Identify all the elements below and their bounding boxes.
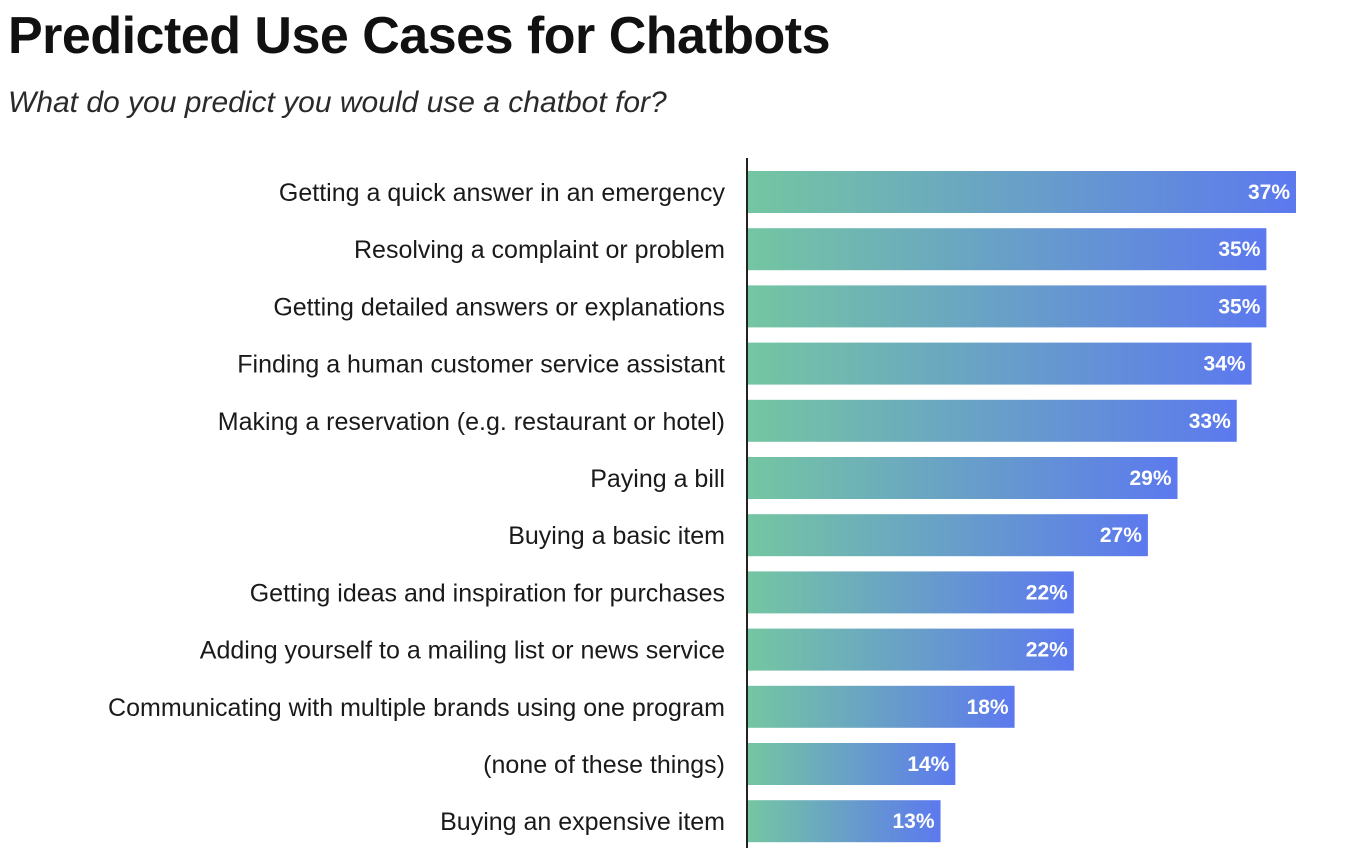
category-label: Finding a human customer service assista… xyxy=(237,351,725,379)
bar xyxy=(748,685,1015,728)
bar-value-label: 22% xyxy=(1026,639,1068,662)
bar-value-label: 29% xyxy=(1129,467,1171,490)
category-label: Adding yourself to a mailing list or new… xyxy=(200,637,725,665)
bar-value-label: 35% xyxy=(1218,238,1260,261)
bar xyxy=(748,743,956,785)
bar xyxy=(748,399,1237,442)
bar xyxy=(748,285,1267,328)
chart-title: Predicted Use Cases for Chatbots xyxy=(8,7,831,65)
bar-value-label: 34% xyxy=(1204,353,1246,376)
category-label: Communicating with multiple brands using… xyxy=(108,694,725,722)
bar-value-label: 22% xyxy=(1026,581,1068,604)
bar-value-label: 33% xyxy=(1189,410,1231,433)
category-label: (none of these things) xyxy=(483,751,725,779)
bar xyxy=(748,514,1148,557)
category-label: Getting ideas and inspiration for purcha… xyxy=(250,579,725,607)
category-label: Getting detailed answers or explanations xyxy=(273,293,725,321)
bar xyxy=(748,228,1267,271)
category-label: Paying a bill xyxy=(590,465,725,493)
bar xyxy=(748,628,1074,671)
bar xyxy=(748,342,1252,385)
bar-value-label: 13% xyxy=(893,810,935,833)
bar-value-label: 35% xyxy=(1218,295,1260,318)
chart-subtitle: What do you predict you would use a chat… xyxy=(8,86,667,119)
bar xyxy=(748,800,941,843)
category-label: Buying a basic item xyxy=(508,522,725,550)
bar-value-label: 18% xyxy=(967,696,1009,719)
category-label: Making a reservation (e.g. restaurant or… xyxy=(218,408,725,436)
bar xyxy=(748,571,1074,614)
bar xyxy=(748,171,1296,213)
bar-value-label: 27% xyxy=(1100,524,1142,547)
category-label: Getting a quick answer in an emergency xyxy=(279,179,726,207)
category-label: Resolving a complaint or problem xyxy=(354,236,725,264)
bar-value-label: 37% xyxy=(1248,181,1290,204)
bar-value-label: 14% xyxy=(907,753,949,776)
bars-group: 37% Getting a quick answer in an emergenc… xyxy=(108,171,1296,843)
category-label: Buying an expensive item xyxy=(440,808,725,836)
bar xyxy=(748,457,1178,499)
